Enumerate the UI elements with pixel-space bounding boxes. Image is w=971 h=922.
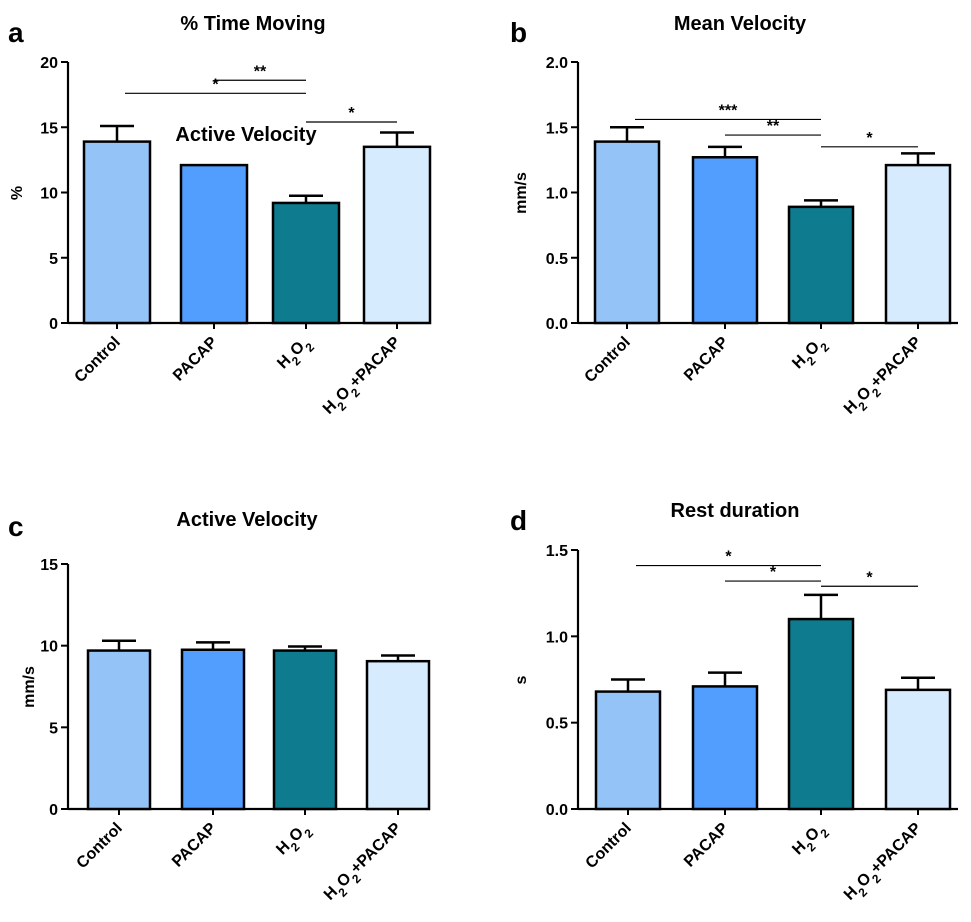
bar-h2o2-plus-pacap: [362, 145, 432, 325]
x-tick-label: H2O2: [789, 334, 832, 377]
x-tick-label: H2O2: [273, 820, 316, 863]
significance-label: *: [770, 564, 777, 581]
y-tick-label: 0: [49, 316, 58, 333]
panel-letter: c: [8, 511, 24, 542]
x-tick-label: H2O2+PACAP: [841, 334, 929, 422]
y-tick-label: 5: [49, 720, 58, 737]
bar-h2o2-plus-pacap: [884, 688, 952, 811]
significance-label: *: [866, 130, 873, 147]
y-tick-label: 0.0: [546, 316, 568, 333]
x-tick-label: H2O2: [274, 334, 317, 377]
y-tick-label: 5: [49, 251, 58, 268]
y-axis-label: mm/s: [21, 666, 38, 708]
panel-d: d Rest duration s 0.0 0.5 1.0 1.5 Control PACAP H…: [510, 500, 958, 908]
chart-title: Active Velocity: [176, 509, 318, 531]
bar-h2o2-plus-pacap: [365, 659, 431, 811]
x-tick-label: PACAP: [170, 334, 221, 385]
bar-h2o2-plus-pacap: [884, 163, 952, 325]
significance-label: *: [348, 105, 355, 122]
bar-control: [594, 690, 662, 811]
bar-pacap: [180, 648, 246, 811]
panel-letter: d: [510, 505, 527, 536]
bar-h2o2: [272, 649, 338, 811]
y-tick-label: 0.5: [546, 251, 568, 268]
panel-c: c Active Velocity mm/s 0 5 10 15 Control PACAP H2…: [8, 509, 431, 908]
bar-pacap: [691, 156, 759, 325]
x-tick-label: H2O2: [789, 820, 832, 863]
significance-label: ***: [719, 102, 738, 119]
x-tick-label: H2O2+PACAP: [320, 334, 408, 422]
x-tick-label: Control: [582, 334, 634, 386]
x-tick-label: Control: [74, 820, 126, 872]
x-tick-label: Control: [583, 820, 635, 872]
bar-control: [82, 140, 152, 325]
panel-b: b Mean Velocity mm/s 0.0 0.5 1.0 1.5 2.0 Control…: [510, 13, 958, 422]
y-tick-label: 15: [40, 120, 58, 137]
bar-pacap: [179, 163, 249, 325]
significance-label: *: [866, 569, 873, 586]
bar-control: [593, 140, 661, 325]
x-tick-label: H2O2+PACAP: [841, 820, 929, 908]
y-axis-label: mm/s: [513, 172, 530, 214]
x-tick-label: PACAP: [681, 820, 732, 871]
y-axis-label: %: [9, 186, 26, 200]
panel-letter: a: [8, 17, 24, 48]
y-tick-label: 1.5: [546, 120, 568, 137]
panel-a: a % Time Moving% 0 5 10 15 20 Control PACAP H2O2H…: [8, 13, 432, 422]
bar-h2o2: [787, 617, 855, 811]
y-tick-label: 10: [40, 186, 58, 203]
y-tick-label: 0.5: [546, 716, 568, 733]
bar-control: [86, 649, 152, 811]
overlay-label: Active Velocity: [175, 124, 317, 146]
chart-title: Mean Velocity: [674, 13, 807, 35]
y-tick-label: 15: [40, 557, 58, 574]
x-tick-label: PACAP: [681, 334, 732, 385]
significance-label: **: [767, 118, 780, 135]
panel-letter: b: [510, 17, 527, 48]
x-tick-label: PACAP: [169, 820, 220, 871]
y-tick-label: 20: [40, 55, 58, 72]
y-tick-label: 1.0: [546, 186, 568, 203]
significance-label: *: [212, 76, 219, 93]
bar-pacap: [691, 685, 759, 811]
y-tick-label: 1.5: [546, 543, 568, 560]
y-tick-label: 0.0: [546, 802, 568, 819]
y-tick-label: 10: [40, 639, 58, 656]
significance-label: *: [725, 549, 732, 566]
y-tick-label: 0: [49, 802, 58, 819]
y-tick-label: 2.0: [546, 55, 568, 72]
x-tick-label: H2O2+PACAP: [321, 820, 409, 908]
bar-h2o2: [787, 205, 855, 325]
y-axis-label: s: [513, 675, 530, 684]
y-tick-label: 1.0: [546, 629, 568, 646]
bar-h2o2: [271, 201, 341, 325]
significance-label: **: [254, 63, 267, 80]
chart-title: % Time Moving: [180, 13, 325, 35]
x-tick-label: Control: [72, 334, 124, 386]
chart-title: Rest duration: [671, 500, 800, 522]
